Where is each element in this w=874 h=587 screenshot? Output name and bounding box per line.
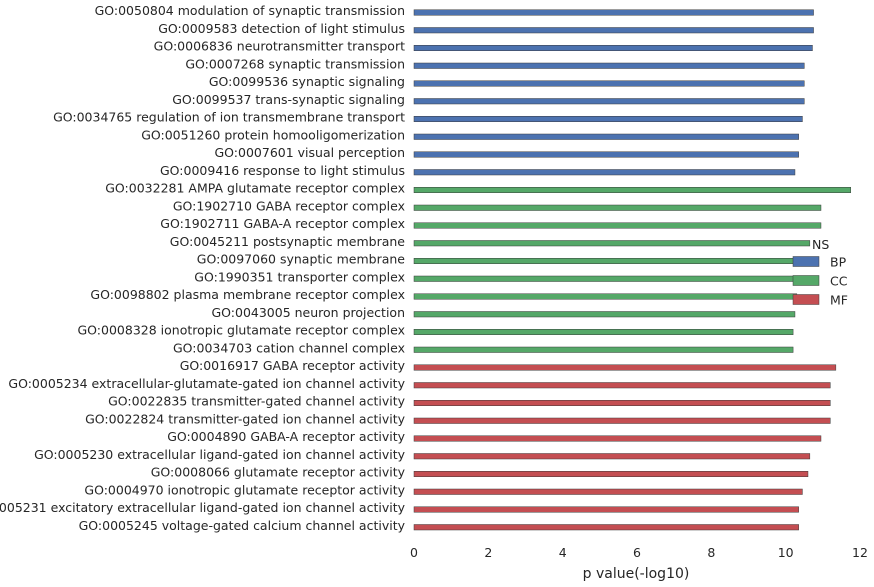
bar-cc [413,258,803,264]
bar-cc [413,311,796,318]
bar-cc [413,346,794,353]
bar-cc [413,329,794,335]
category-label: GO:0008328 ionotropic glutamate receptor… [78,323,406,338]
bar-bp [413,27,814,34]
legend: NS BP CC MF [792,237,848,308]
bar-bp [413,151,799,158]
category-label: GO:0016917 GABA receptor activity [180,358,406,373]
bar-cc [413,204,822,211]
legend-label-mf: MF [830,293,848,308]
bar-cc [413,222,822,229]
x-axis-ticks: 0 2 4 6 8 10 12 [410,545,868,560]
legend-swatch-bp [792,256,820,267]
bar-bp [413,133,799,140]
bar-cc [413,275,798,282]
bar-mf [413,382,831,389]
category-label: GO:0005231 excitatory extracellular liga… [0,500,406,515]
category-label: GO:0006836 neurotransmitter transport [154,39,405,54]
legend-items: BP CC MF [792,255,848,308]
category-label: GO:0045211 postsynaptic membrane [170,234,406,249]
category-label: GO:0099537 trans-synaptic signaling [172,92,405,107]
bar-cc [413,187,851,193]
category-label: GO:0005234 extracellular-glutamate-gated… [8,376,405,391]
x-tick-label: 0 [410,545,418,560]
category-label: GO:0097060 synaptic membrane [197,252,406,267]
category-labels: GO:0050804 modulation of synaptic transm… [0,3,406,533]
bar-cc [413,240,811,247]
category-label: GO:0098802 plasma membrane receptor comp… [90,287,405,302]
legend-swatch-cc [792,275,820,286]
bar-mf [413,364,837,371]
category-label: GO:0022824 transmitter-gated ion channel… [85,411,406,426]
category-label: GO:0004970 ionotropic glutamate receptor… [84,482,405,497]
x-axis-label: p value(-log10) [583,566,690,582]
legend-title: NS [812,237,829,252]
category-label: GO:0005245 voltage-gated calcium channel… [79,518,406,533]
legend-label-cc: CC [830,274,848,289]
category-label: GO:0008066 glutamate receptor activity [151,465,406,480]
bar-cc [413,293,798,300]
category-label: GO:0009583 detection of light stimulus [158,21,405,36]
category-label: GO:0005230 extracellular ligand-gated io… [34,447,406,462]
bar-bp [413,62,805,69]
x-tick-label: 4 [559,545,567,560]
bar-mf [413,524,799,531]
bar-mf [413,471,809,477]
category-label: GO:0050804 modulation of synaptic transm… [95,3,405,18]
bar-mf [413,400,831,406]
bar-mf [413,453,811,460]
bar-mf [413,417,831,424]
bar-mf [413,435,822,442]
category-label: GO:0007601 visual perception [214,145,405,160]
bar-bp [413,80,805,87]
category-label: GO:0004890 GABA-A receptor activity [167,429,405,444]
bar-mf [413,506,799,513]
category-label: GO:0032281 AMPA glutamate receptor compl… [105,181,405,196]
x-tick-label: 6 [633,545,641,560]
category-label: GO:0034765 regulation of ion transmembra… [53,110,405,125]
x-tick-label: 2 [484,545,492,560]
bar-bp [413,169,796,176]
category-label: GO:0034703 cation channel complex [173,340,405,355]
category-label: GO:0022835 transmitter-gated channel act… [108,394,405,409]
category-label: GO:0007268 synaptic transmission [185,56,405,71]
bar-bp [413,98,805,105]
x-tick-label: 8 [707,545,715,560]
x-tick-label: 10 [778,545,794,560]
bar-mf [413,488,803,495]
category-label: GO:0009416 response to light stimulus [160,163,405,178]
category-label: GO:0099536 synaptic signaling [209,74,405,89]
category-label: GO:1902711 GABA-A receptor complex [160,216,405,231]
bar-bp [413,45,813,51]
category-label: GO:1902710 GABA receptor complex [173,198,405,213]
category-label: GO:1990351 transporter complex [194,269,405,284]
legend-swatch-mf [792,294,820,305]
legend-label-bp: BP [830,255,847,270]
x-tick-label: 12 [852,545,868,560]
bar-bp [413,116,803,122]
bars-layer [413,9,851,531]
category-label: GO:0051260 protein homooligomerization [141,127,405,142]
category-label: GO:0043005 neuron projection [211,305,405,320]
bar-bp [413,9,814,16]
